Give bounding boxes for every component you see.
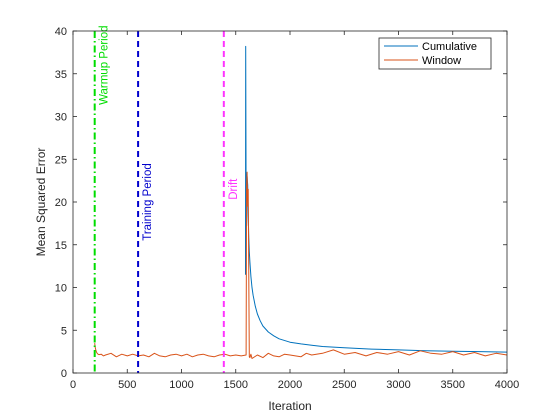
y-tick-label: 35	[55, 69, 67, 81]
series-layer	[94, 45, 508, 359]
y-tick-label: 15	[55, 240, 67, 252]
training-label: Training Period	[142, 163, 154, 241]
x-tick-label: 0	[70, 379, 76, 391]
legend-label-window: Window	[422, 55, 461, 67]
vline-layer	[93, 31, 225, 373]
x-tick-label: 3500	[441, 379, 465, 391]
x-tick-label: 3000	[386, 379, 410, 391]
plot-background	[73, 31, 507, 373]
y-tick-label: 0	[61, 368, 67, 380]
annot-layer: Warmup Period Training Period Drift	[99, 25, 240, 240]
tick-layer: 0 500 1000 1500 2000 2500 3000 3500 4000 0 5 10 15 20…	[55, 26, 519, 391]
x-tick-label: 1000	[169, 379, 193, 391]
legend-label-cumulative: Cumulative	[422, 41, 477, 53]
x-tick-label: 2500	[332, 379, 356, 391]
y-tick-label: 10	[55, 283, 67, 295]
x-tick-label: 500	[118, 379, 136, 391]
x-tick-label: 1500	[224, 379, 248, 391]
x-tick-label: 2000	[278, 379, 302, 391]
y-tick-label: 20	[55, 197, 67, 209]
drift-label: Drift	[228, 178, 240, 200]
warmup-label: Warmup Period	[99, 25, 111, 104]
y-tick-label: 25	[55, 154, 67, 166]
x-axis-label: Iteration	[268, 399, 311, 413]
x-tick-label: 4000	[495, 379, 519, 391]
y-tick-label: 30	[55, 112, 67, 124]
y-axis-label: Mean Squared Error	[34, 148, 48, 257]
legend: Cumulative Window	[378, 37, 492, 70]
y-tick-label: 5	[61, 325, 67, 337]
y-tick-label: 40	[55, 26, 67, 38]
legend-box	[378, 37, 492, 70]
series-line-window	[94, 171, 508, 359]
